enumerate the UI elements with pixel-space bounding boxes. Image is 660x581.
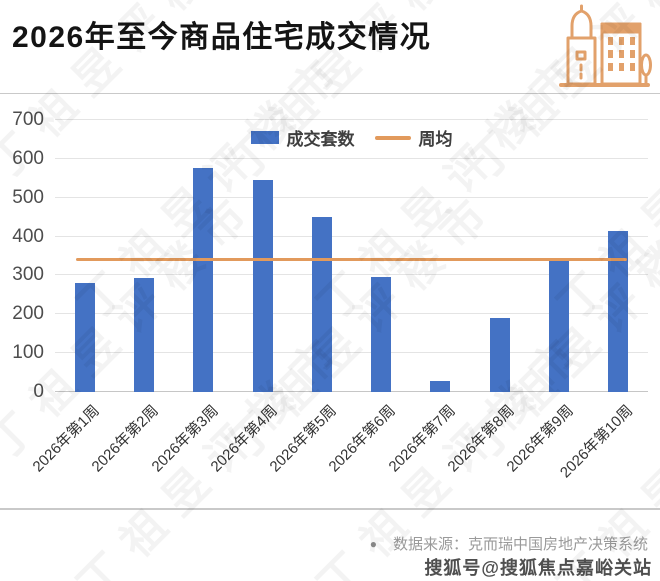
chart-bar	[311, 217, 332, 392]
y-tick-label: 300	[12, 264, 44, 286]
legend-line-label: 周均	[418, 130, 453, 149]
y-tick-label: 200	[12, 303, 44, 325]
plot-area: 成交套数 周均	[55, 119, 648, 392]
legend-line-swatch	[374, 135, 411, 140]
gridline	[55, 352, 648, 354]
y-tick-label: 600	[12, 147, 44, 169]
chart-bar	[252, 180, 273, 392]
chart-bar	[430, 380, 451, 392]
chart-bar	[371, 276, 392, 392]
gridline	[55, 196, 648, 198]
gridline	[55, 313, 648, 315]
page-title: 2026年至今商品住宅成交情况	[12, 21, 432, 54]
chart-bar	[549, 259, 570, 392]
legend-bar-label: 成交套数	[286, 130, 355, 149]
source-line: ● 数据来源：克而瑞中国房地产决策系统	[370, 533, 648, 554]
y-tick-label: 700	[12, 109, 44, 130]
bullet-icon: ●	[369, 536, 377, 551]
y-tick-label: 500	[12, 186, 44, 208]
data-source-text: 数据来源：克而瑞中国房地产决策系统	[392, 536, 648, 553]
x-axis: 2026年第1周 2026年第2周 2026年第3周 2026年第4周 2026年第5周…	[29, 402, 637, 482]
chart-bar	[608, 230, 629, 392]
y-tick-label: 100	[12, 342, 44, 364]
chart-bar	[193, 168, 214, 392]
gridline	[55, 119, 648, 120]
y-axis: 700 600 500 400 300 200 100 0	[0, 109, 46, 402]
x-axis-line	[55, 391, 648, 392]
y-tick-label: 0	[33, 381, 44, 402]
y-tick-label: 400	[12, 225, 44, 247]
gridline	[55, 235, 648, 237]
gridline	[55, 157, 648, 159]
weekly-average-line	[75, 257, 628, 261]
chart-bar	[74, 283, 95, 392]
legend-bar-swatch	[250, 131, 279, 144]
chart-bar	[133, 277, 154, 392]
gridline	[55, 274, 648, 276]
legend: 成交套数 周均	[250, 125, 453, 150]
header-divider	[0, 93, 660, 94]
footer-divider	[0, 508, 660, 510]
chart-bar	[489, 318, 510, 392]
sohu-watermark: 搜狐号@搜狐焦点嘉峪关站	[424, 558, 652, 578]
buildings-icon	[559, 4, 652, 87]
